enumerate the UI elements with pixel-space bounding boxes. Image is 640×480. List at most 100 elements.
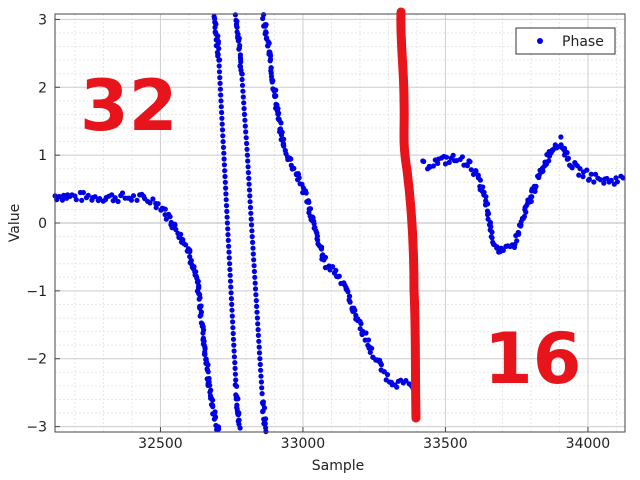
phase-point xyxy=(222,179,228,185)
phase-point xyxy=(485,201,491,207)
phase-point xyxy=(237,425,243,431)
phase-point xyxy=(252,286,259,292)
phase-point xyxy=(256,344,262,350)
phase-point xyxy=(262,419,268,425)
phase-point xyxy=(195,278,201,284)
phase-point xyxy=(115,198,121,205)
phase-point xyxy=(282,147,288,154)
phase-point xyxy=(244,140,250,147)
phase-point xyxy=(230,336,237,342)
phase-point xyxy=(345,289,351,295)
phase-point xyxy=(243,135,249,141)
phase-point xyxy=(221,150,227,156)
phase-point xyxy=(221,156,227,162)
phase-point xyxy=(307,206,314,212)
phase-point xyxy=(235,38,241,44)
phase-point xyxy=(577,166,583,172)
phase-point xyxy=(259,385,265,391)
phase-point xyxy=(227,278,234,284)
phase-point xyxy=(201,342,207,348)
phase-point xyxy=(128,197,134,203)
phase-point xyxy=(109,192,115,198)
phase-point xyxy=(533,183,539,189)
phase-point xyxy=(226,249,232,255)
phase-point xyxy=(351,305,357,311)
phase-point xyxy=(614,179,621,185)
phase-point xyxy=(229,301,235,307)
phase-point xyxy=(257,361,263,368)
phase-point xyxy=(250,251,256,257)
phase-point xyxy=(241,111,248,117)
phase-point xyxy=(202,351,208,357)
phase-point xyxy=(218,92,224,98)
phase-point xyxy=(212,409,218,415)
phase-point xyxy=(251,268,257,275)
phase-point xyxy=(207,382,213,388)
phase-point xyxy=(240,94,246,100)
y-tick-label: 3 xyxy=(38,12,47,28)
phase-point xyxy=(180,237,186,243)
phase-point xyxy=(475,172,481,178)
phase-point xyxy=(318,246,325,252)
phase-point xyxy=(250,239,256,245)
annotation-32: 32 xyxy=(80,65,177,147)
phase-point xyxy=(228,284,234,290)
phase-point xyxy=(196,285,202,291)
annotation-16: 16 xyxy=(484,318,581,400)
phase-point xyxy=(584,167,590,173)
phase-point xyxy=(273,93,279,99)
phase-point xyxy=(565,155,572,161)
phase-point xyxy=(56,193,63,200)
phase-point xyxy=(228,290,234,296)
y-tick-label: −3 xyxy=(26,420,47,436)
phase-point xyxy=(238,59,244,65)
phase-point xyxy=(291,165,297,171)
phase-point xyxy=(528,198,534,204)
phase-point xyxy=(278,120,284,126)
phase-point xyxy=(421,158,427,165)
phase-point xyxy=(369,345,375,351)
phase-point xyxy=(167,214,173,220)
phase-point xyxy=(244,152,250,158)
phase-point xyxy=(79,197,85,203)
phase-point xyxy=(150,196,156,202)
phase-point xyxy=(248,222,255,228)
phase-point xyxy=(275,105,281,112)
phase-point xyxy=(259,400,266,406)
phase-point xyxy=(232,360,238,366)
phase-point xyxy=(231,354,237,360)
phase-point xyxy=(315,237,321,243)
y-tick-label: 0 xyxy=(38,216,47,232)
phase-point xyxy=(281,136,287,142)
phase-point xyxy=(225,226,231,232)
phase-point xyxy=(489,229,495,235)
phase-point xyxy=(230,330,236,337)
phase-point xyxy=(248,210,254,216)
phase-point xyxy=(215,424,222,430)
phase-point xyxy=(521,213,528,220)
phase-point xyxy=(193,269,199,275)
phase-point xyxy=(80,189,86,196)
phase-point xyxy=(227,266,233,273)
phase-point xyxy=(249,228,255,234)
phase-point xyxy=(569,165,575,171)
phase-point xyxy=(219,109,225,116)
phase-point xyxy=(212,414,219,420)
phase-point xyxy=(219,121,225,127)
phase-point xyxy=(198,309,204,315)
phase-point xyxy=(258,367,264,373)
phase-point xyxy=(201,327,207,333)
y-tick-label: 2 xyxy=(38,80,47,96)
phase-point xyxy=(85,192,91,198)
phase-point xyxy=(488,224,494,230)
phase-point xyxy=(224,214,230,220)
phase-point xyxy=(256,350,263,356)
phase-point xyxy=(270,78,276,84)
x-tick-label: 32500 xyxy=(138,436,183,452)
phase-point xyxy=(173,226,179,233)
phase-point xyxy=(245,158,251,164)
phase-point xyxy=(130,193,137,199)
phase-point xyxy=(245,164,251,170)
phase-point xyxy=(314,233,320,239)
